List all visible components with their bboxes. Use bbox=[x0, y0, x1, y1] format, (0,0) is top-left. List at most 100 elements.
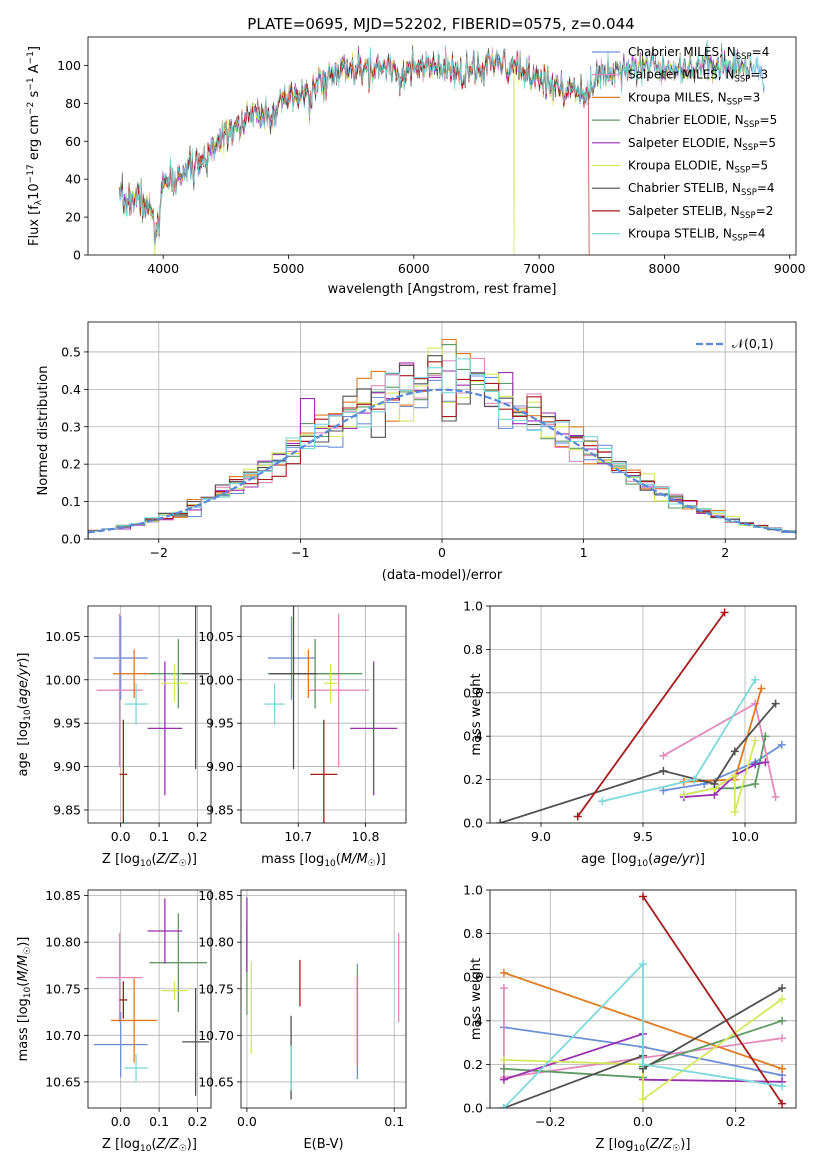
y-tick-label: 9.85 bbox=[53, 802, 81, 817]
x-tick-label: 6000 bbox=[398, 261, 430, 276]
axes-frame bbox=[87, 889, 212, 1109]
grid bbox=[241, 890, 406, 1108]
y-tick-label: 10.65 bbox=[45, 1074, 81, 1089]
weight-marker bbox=[659, 786, 668, 795]
weight-marker bbox=[499, 1104, 508, 1108]
y-axis-label: mass weight bbox=[469, 673, 484, 755]
y-axis-label: age [log10(age/yr)] bbox=[16, 653, 33, 777]
plot-area bbox=[496, 608, 786, 823]
y-tick-label: 10.85 bbox=[198, 888, 234, 903]
y-tick-label: 0.8 bbox=[463, 642, 483, 657]
y-tick-label: 0.0 bbox=[61, 532, 81, 547]
axes-frame bbox=[240, 605, 407, 824]
y-tick-label: 0.4 bbox=[463, 1013, 483, 1028]
weight-marker bbox=[496, 819, 505, 823]
weight-marker bbox=[777, 740, 786, 749]
x-tick-label: 10.7 bbox=[284, 829, 312, 844]
legend-label: Chabrier MILES, NSSP=4 bbox=[628, 45, 769, 62]
y-tick-label: 10.00 bbox=[45, 672, 81, 687]
y-tick-label: 80 bbox=[65, 96, 81, 111]
weight-marker bbox=[761, 758, 770, 767]
y-tick-label: 10.05 bbox=[45, 629, 81, 644]
x-tick-label: 7000 bbox=[523, 261, 555, 276]
y-axis-label: Normed distribution bbox=[36, 366, 51, 496]
weight-marker bbox=[778, 984, 787, 993]
chart-age-vs-Z: 0.0 0.1 0.2 9.85 9.90 9.95 10.00 10.05 Z [log10(… bbox=[16, 605, 212, 869]
spectrum-line-kroupa-stelib bbox=[118, 39, 765, 247]
y-axis-label: mass [log10(M/M☉)] bbox=[16, 937, 33, 1062]
histogram-kroupa-stelib bbox=[88, 358, 796, 539]
legend: 𝒩(0,1) bbox=[696, 336, 774, 351]
legend-label: Salpeter MILES, NSSP=3 bbox=[628, 68, 768, 85]
axes-frame bbox=[489, 889, 797, 1109]
weight-marker bbox=[761, 732, 770, 741]
y-tick-label: 40 bbox=[65, 172, 81, 187]
y-tick-label: 1.0 bbox=[463, 599, 483, 614]
weight-marker bbox=[573, 812, 582, 821]
weight-marker bbox=[659, 766, 668, 775]
weight-marker bbox=[690, 775, 698, 784]
x-tick-label: 0.2 bbox=[726, 1114, 746, 1129]
weight-marker bbox=[639, 892, 647, 901]
y-tick-label: 10.85 bbox=[45, 888, 81, 903]
plot-area bbox=[264, 606, 398, 823]
x-axis-label: (data-model)/error bbox=[382, 568, 503, 583]
chart-residuals: −2 −1 0 1 2 0.0 0.1 0.2 0.3 0.4 0.5 (data-model)/er… bbox=[36, 321, 797, 583]
plot-area bbox=[118, 39, 765, 255]
y-tick-label: 0.0 bbox=[463, 816, 483, 831]
weight-marker bbox=[679, 790, 688, 799]
y-tick-label: 10.80 bbox=[45, 935, 81, 950]
x-tick-label: 0.1 bbox=[149, 1114, 169, 1129]
weight-marker bbox=[730, 747, 739, 756]
x-axis-label: mass [log10(M/M☉)] bbox=[261, 852, 386, 869]
y-tick-label: 0.0 bbox=[463, 1101, 483, 1116]
weight-marker bbox=[499, 1056, 508, 1065]
legend-label: Kroupa MILES, NSSP=3 bbox=[628, 90, 760, 107]
y-tick-label: 20 bbox=[65, 210, 81, 225]
y-tick-label: 0.3 bbox=[61, 419, 81, 434]
x-tick-label: 4000 bbox=[147, 261, 179, 276]
y-tick-label: 0.5 bbox=[61, 344, 81, 359]
axes-frame bbox=[87, 321, 797, 540]
y-tick-label: 10.05 bbox=[198, 629, 234, 644]
weight-marker bbox=[778, 995, 787, 1003]
y-tick-label: 0 bbox=[73, 248, 81, 263]
weight-marker bbox=[598, 797, 607, 806]
chart-weight-vs-Z: −0.2 0.0 0.2 0.0 0.2 0.4 0.6 0.8 1.0 Z [log10(Z/Z… bbox=[463, 883, 797, 1154]
chart-weight-vs-age: 9.0 9.5 10.0 0.0 0.2 0.4 0.6 0.8 1.0 age [log10(a… bbox=[463, 599, 797, 869]
y-tick-label: 10.75 bbox=[45, 981, 81, 996]
weight-marker bbox=[778, 1034, 787, 1043]
x-tick-label: 0.2 bbox=[188, 829, 208, 844]
weight-marker bbox=[771, 792, 780, 801]
weight-marker bbox=[499, 1064, 508, 1073]
x-tick-label: 0.0 bbox=[633, 1114, 653, 1129]
weight-marker bbox=[639, 1060, 647, 1069]
weight-marker bbox=[751, 675, 760, 684]
weight-line-chabrier-miles bbox=[663, 744, 783, 792]
x-tick-label: 0.2 bbox=[188, 1114, 208, 1129]
x-axis-label: Z [log10(Z/Z☉)] bbox=[102, 852, 197, 869]
grid bbox=[88, 606, 211, 823]
chart-mass-vs-Z: 0.0 0.1 0.2 10.65 10.70 10.75 10.80 10.85 Z [log… bbox=[16, 888, 212, 1154]
x-tick-label: 0.1 bbox=[384, 1114, 404, 1129]
legend-label: Kroupa ELODIE, NSSP=5 bbox=[628, 159, 768, 176]
axes-frame bbox=[87, 36, 797, 256]
weight-marker bbox=[771, 699, 780, 708]
plot-area bbox=[499, 892, 787, 1108]
x-tick-label: −2 bbox=[150, 545, 168, 560]
weight-marker bbox=[639, 960, 647, 969]
legend-label: Chabrier STELIB, NSSP=4 bbox=[628, 181, 775, 198]
x-tick-label: 10.8 bbox=[352, 829, 380, 844]
x-tick-label: 5000 bbox=[273, 261, 305, 276]
y-tick-label: 0.8 bbox=[463, 926, 483, 941]
y-tick-label: 10.65 bbox=[198, 1074, 234, 1089]
legend-label: Kroupa STELIB, NSSP=4 bbox=[628, 227, 766, 244]
legend-label: 𝒩(0,1) bbox=[732, 336, 774, 351]
y-tick-label: 9.90 bbox=[206, 759, 234, 774]
y-tick-label: 10.70 bbox=[198, 1028, 234, 1043]
weight-marker bbox=[730, 771, 739, 780]
weight-marker bbox=[720, 608, 729, 617]
y-tick-label: 60 bbox=[65, 134, 81, 149]
axes-frame bbox=[240, 889, 407, 1109]
chart-age-vs-mass: 10.7 10.8 9.85 9.90 9.95 10.00 10.05 mass [log1… bbox=[198, 605, 407, 869]
